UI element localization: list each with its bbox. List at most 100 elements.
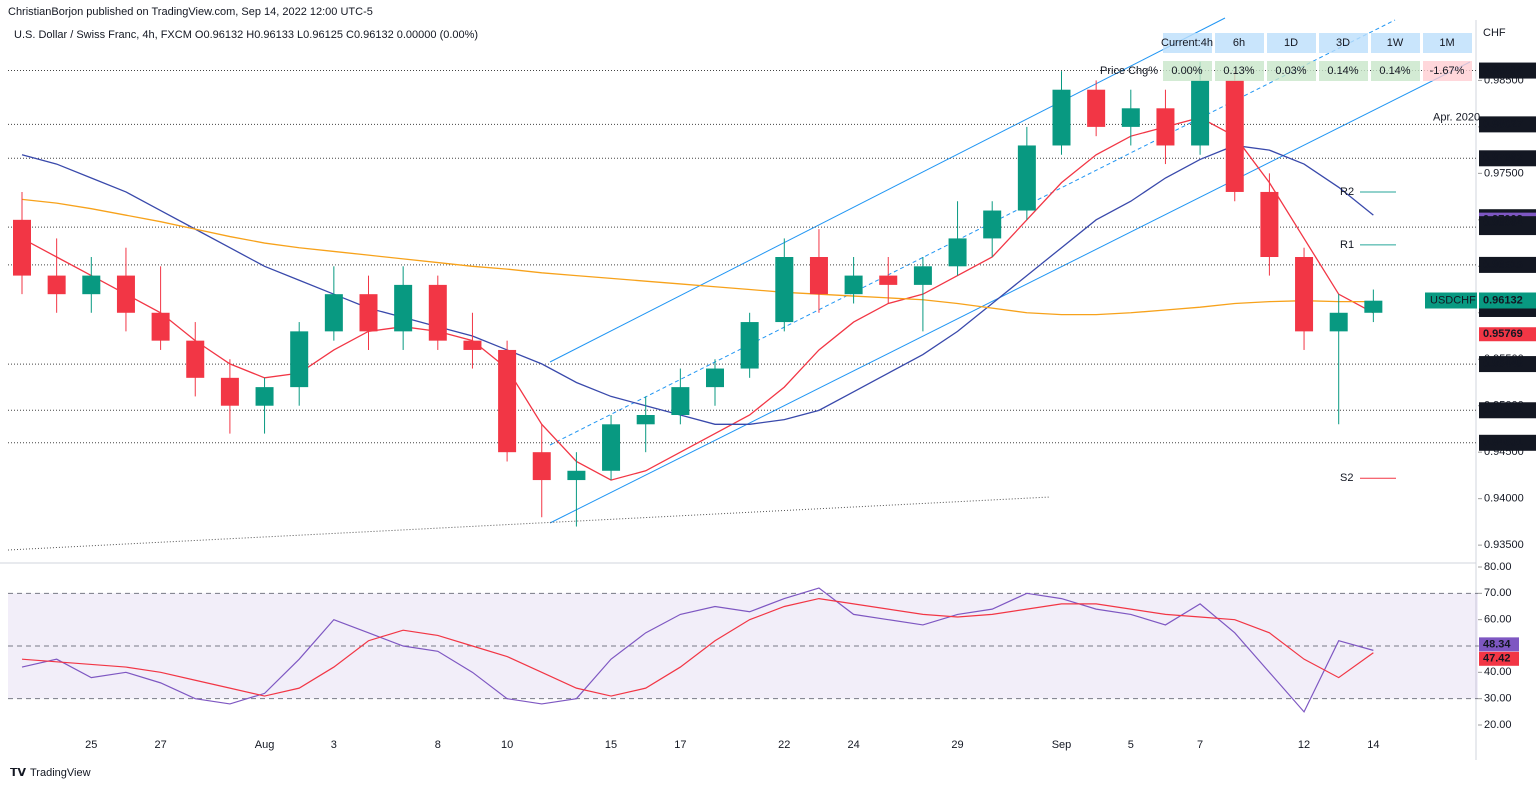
y-tick-label: 80.00 (1484, 561, 1512, 573)
moving-average (21, 144, 1374, 425)
moving-average (21, 116, 1374, 481)
perf-header: 3D (1336, 37, 1350, 49)
moving-average (21, 198, 1374, 316)
candle-body (706, 368, 724, 388)
x-tick-label: 12 (1298, 739, 1310, 751)
level-badge (1479, 62, 1536, 79)
last-name-badge (1425, 292, 1477, 309)
candle-body (1121, 108, 1140, 127)
candle-body (1191, 80, 1210, 146)
level-label: 0.94601 (1483, 437, 1523, 449)
perf-value: -1.67% (1430, 65, 1465, 77)
x-tick-label: 8 (435, 739, 441, 751)
x-tick-label: Aug (255, 739, 275, 751)
x-tick-label: 5 (1128, 739, 1134, 751)
x-tick-label: 3 (331, 739, 337, 751)
level-badge (1479, 256, 1536, 273)
last-price: 0.96132 (1483, 294, 1523, 306)
candle-body (186, 340, 205, 378)
candle-body (13, 219, 31, 276)
price-badge (1479, 216, 1536, 231)
candle-body (82, 275, 101, 295)
x-tick-label: 15 (605, 739, 617, 751)
candle-body (1052, 89, 1071, 146)
y-tick-label: 0.97500 (1484, 167, 1524, 179)
perf-header-cell (1371, 33, 1420, 53)
price-badge (1479, 327, 1536, 342)
perf-header: 1D (1284, 37, 1298, 49)
rsi-badge-label: 48.34 (1483, 638, 1511, 650)
perf-cell (1215, 61, 1264, 81)
pivot-label: R1 (1340, 239, 1354, 251)
perf-value: 0.14% (1327, 65, 1358, 77)
level-badge (1479, 116, 1536, 133)
level-badge (1479, 356, 1536, 373)
y-tick-label: 40.00 (1484, 666, 1512, 678)
candle-body (394, 284, 413, 332)
perf-value: 0.14% (1379, 65, 1410, 77)
candle-body (809, 257, 828, 295)
candle-body (116, 275, 135, 313)
candle-body (1087, 89, 1106, 127)
candle-body (602, 424, 621, 471)
level-label: 0.98606 (1483, 64, 1523, 76)
perf-header-cell (1163, 33, 1212, 53)
candle-body (290, 331, 309, 388)
candle-body (359, 294, 378, 332)
pivot-label: S2 (1340, 472, 1353, 484)
perf-header: 1M (1439, 37, 1454, 49)
rsi-line (21, 587, 1374, 713)
y-tick-label: 0.94000 (1484, 493, 1524, 505)
x-tick-label: 17 (674, 739, 686, 751)
perf-header-cell (1215, 33, 1264, 53)
x-tick-label: 29 (951, 739, 963, 751)
channel-top (549, 17, 1226, 363)
candle-body (324, 294, 343, 332)
symbol-header: U.S. Dollar / Swiss Franc, 4h, FXCM O0.9… (14, 29, 478, 41)
x-tick-label: 22 (778, 739, 790, 751)
price-badge-label: 0.95769 (1483, 328, 1523, 340)
rsi-badge-label: 47.42 (1483, 653, 1511, 665)
footer: TradingView (30, 767, 91, 779)
perf-value: 0.13% (1223, 65, 1254, 77)
candle-body (879, 275, 898, 285)
y-tick-label: 20.00 (1484, 719, 1512, 731)
rsi-badge (1479, 651, 1519, 666)
candle-body (775, 257, 794, 323)
y-tick-label: 70.00 (1484, 587, 1512, 599)
candle-body (532, 452, 551, 481)
perf-row-label: Price Chg% (1100, 65, 1158, 77)
x-tick-label: Sep (1052, 739, 1072, 751)
x-tick-label: 7 (1197, 739, 1203, 751)
level-label: 0.94951 (1483, 404, 1523, 416)
candle-body (1225, 80, 1244, 192)
rsi-badge (1479, 637, 1519, 652)
logo: 𝗧𝗩 (10, 767, 27, 779)
byline: ChristianBorjon published on TradingView… (8, 6, 373, 18)
y-tick-label: 60.00 (1484, 614, 1512, 626)
candle-body (428, 284, 447, 341)
perf-cell (1267, 61, 1316, 81)
candle-body (1156, 108, 1175, 146)
y-tick-label: 0.93500 (1484, 539, 1524, 551)
currency: CHF (1483, 27, 1506, 39)
level-badge (1479, 150, 1536, 167)
perf-header: 6h (1233, 37, 1245, 49)
level-badge (1479, 434, 1536, 451)
candle-body (636, 415, 655, 425)
candle-body (913, 266, 932, 285)
perf-header: 1W (1387, 37, 1404, 49)
rsi-line (21, 597, 1374, 697)
candle-body (220, 377, 239, 406)
last-price-badge (1479, 292, 1536, 309)
candle-body (463, 340, 482, 350)
x-tick-label: 10 (501, 739, 513, 751)
candle-body (948, 238, 967, 267)
candle-body (983, 210, 1002, 239)
price-badge-label: 0.96964 (1483, 217, 1524, 229)
candle-body (1017, 145, 1036, 211)
candle-body (47, 275, 66, 295)
candle-body (740, 322, 759, 369)
candle-body (671, 387, 690, 416)
perf-header-cell (1319, 33, 1368, 53)
